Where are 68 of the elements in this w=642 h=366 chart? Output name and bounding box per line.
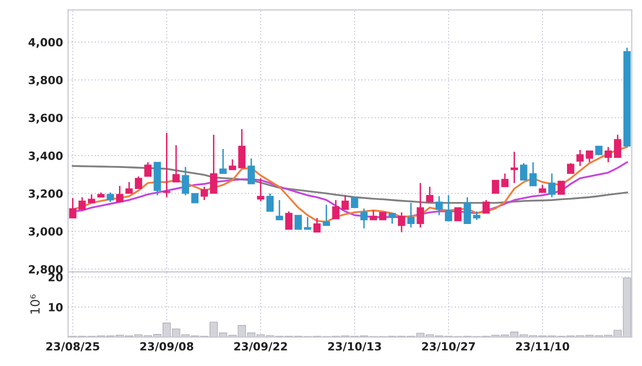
candlestick: [228, 158, 236, 170]
candlestick: [163, 132, 170, 198]
candlestick: [191, 192, 199, 204]
candlestick: [78, 196, 86, 210]
candlestick: [614, 134, 622, 158]
candlestick: [558, 180, 565, 195]
y-axis-title: 10⁶: [30, 294, 40, 314]
candlestick: [586, 150, 594, 163]
candlestick: [604, 146, 612, 163]
x-tick-label: 23/09/08: [140, 342, 194, 352]
candlestick: [69, 197, 76, 219]
y-tick-label: 2,800: [28, 265, 63, 275]
candlestick: [576, 149, 584, 167]
candlestick: [510, 151, 518, 184]
x-tick-label: 23/11/10: [516, 342, 570, 352]
candlestick: [248, 158, 255, 185]
candlestick: [444, 194, 452, 222]
candlestick: [436, 196, 443, 216]
x-tick-label: 23/10/13: [328, 342, 381, 352]
candlestick: [492, 179, 500, 194]
candlestick: [529, 162, 537, 187]
candlestick: [172, 144, 180, 183]
candlestick: [548, 172, 556, 198]
candlestick: [370, 210, 378, 221]
candlestick: [182, 166, 190, 196]
candlestick: [322, 204, 330, 226]
y-tick-label: 4,000: [28, 38, 63, 48]
candlestick: [200, 186, 208, 201]
candlestick: [464, 196, 471, 224]
candlestick: [210, 134, 218, 194]
candlestick: [276, 199, 284, 221]
candlestick: [407, 202, 415, 228]
candlestick: [304, 216, 312, 230]
y-tick-label: 3,200: [28, 189, 63, 200]
candlestick: [238, 128, 246, 169]
candlestick: [313, 217, 321, 233]
candlestick: [332, 199, 340, 220]
candlestick: [134, 176, 142, 190]
candlestick: [219, 148, 227, 174]
y-tick-label: 3,000: [28, 227, 63, 238]
candlestick: [416, 182, 424, 228]
candlestick: [285, 210, 292, 230]
candlestick: [125, 181, 133, 194]
candlestick: [388, 212, 396, 224]
x-tick-label: 23/08/25: [46, 342, 100, 352]
candlestick: [454, 207, 462, 222]
candlestick: [342, 194, 349, 210]
candlestick: [360, 208, 368, 230]
candlestick: [501, 172, 509, 188]
candlestick: [106, 192, 114, 203]
candlestick: [398, 212, 406, 233]
y-tick-label: 3,800: [28, 76, 63, 86]
y-tick-label: 20: [48, 273, 63, 282]
x-tick-label: 23/10/27: [422, 342, 475, 352]
candlestick: [257, 178, 264, 202]
candlestick: [266, 192, 274, 212]
candlestick: [144, 162, 152, 178]
candlestick: [520, 162, 528, 181]
candlestick: [294, 214, 302, 230]
y-tick-label: 10: [48, 303, 63, 312]
candlestick: [567, 162, 574, 174]
x-tick-label: 23/09/22: [234, 342, 287, 352]
candlestick: [426, 186, 434, 203]
candlestick: [350, 196, 358, 208]
y-tick-label: 3,600: [28, 114, 63, 124]
candlestick: [116, 185, 124, 203]
y-tick-label: 3,400: [28, 152, 63, 162]
candlestick: [482, 199, 490, 214]
